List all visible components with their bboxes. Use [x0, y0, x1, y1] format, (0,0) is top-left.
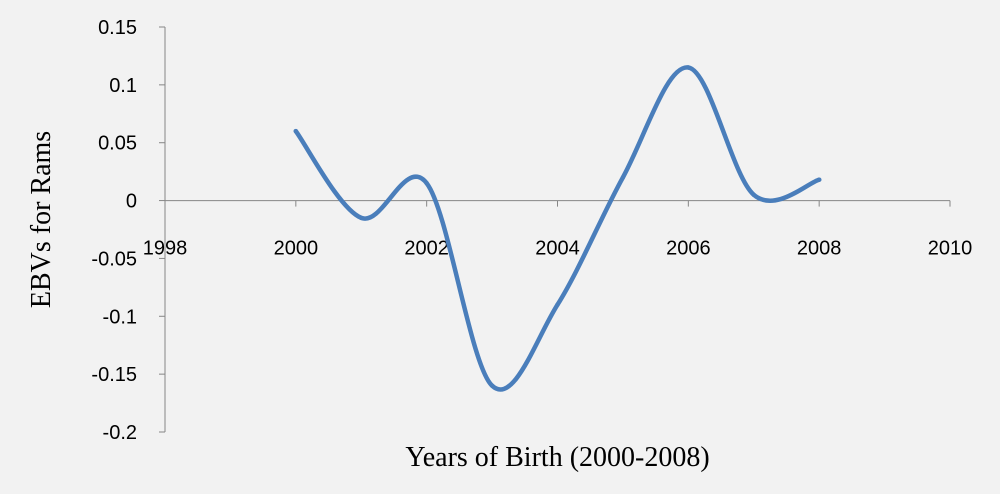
series-layer: [293, 65, 822, 392]
y-tick-label: -0.05: [91, 248, 137, 270]
data-point: [424, 181, 429, 186]
data-point: [489, 383, 495, 388]
x-axis-title: Years of Birth (2000-2008): [405, 442, 709, 473]
y-tick-label: -0.1: [103, 306, 137, 328]
data-point: [816, 177, 822, 182]
x-tick-label: 2000: [274, 238, 319, 260]
data-point: [686, 65, 691, 70]
y-tick-label: -0.2: [103, 422, 137, 444]
data-point: [359, 215, 364, 221]
x-axis: 1998 2000 2002 2004 2006 2008 2010: [143, 200, 973, 260]
series-line: [293, 65, 822, 392]
y-tick-label: 0.05: [98, 133, 137, 155]
data-point: [555, 302, 560, 307]
y-tick-label: 0.15: [98, 17, 137, 39]
y-axis-title: EBVs for Rams: [26, 131, 57, 308]
x-tick-label: 2010: [928, 238, 973, 260]
data-point: [620, 175, 626, 180]
y-tick-label: 0.1: [109, 75, 137, 97]
x-tick-label: 2004: [535, 238, 580, 260]
x-tick-label: 2002: [404, 238, 449, 260]
x-tick-label: 1998: [143, 238, 188, 260]
data-point: [751, 192, 756, 197]
y-axis: 0.15 0.1 0.05 0 -0.05 -0.1 -0.15 -0.2: [91, 17, 166, 444]
data-point: [293, 128, 299, 134]
x-tick-label: 2006: [666, 238, 711, 260]
x-tick-label: 2008: [797, 238, 842, 260]
y-tick-label: 0: [126, 191, 137, 213]
y-tick-label: -0.15: [91, 364, 137, 386]
